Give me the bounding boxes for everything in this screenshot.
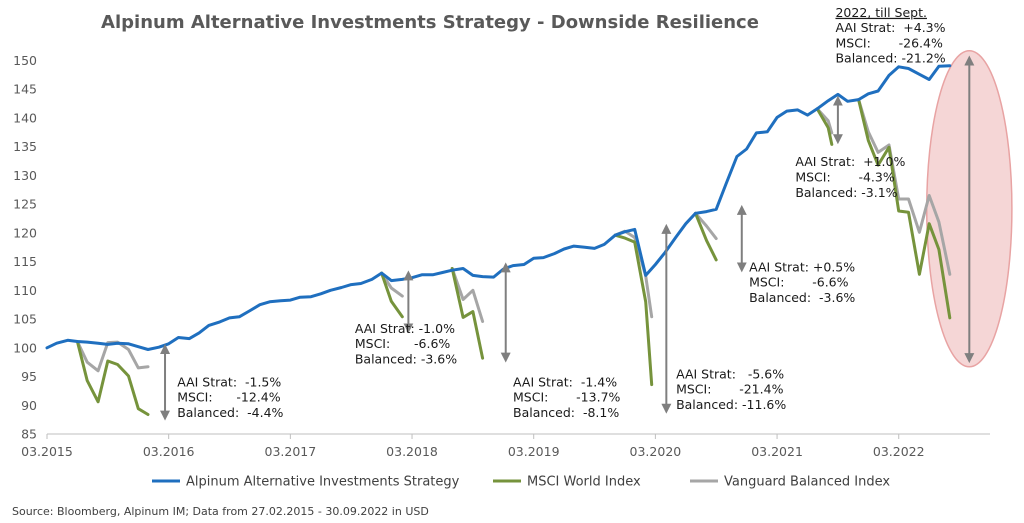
annotation-line: AAI Strat: -1.0% [355, 321, 455, 336]
annotation-7: 2022, till Sept.AAI Strat: +4.3%MSCI: -2… [835, 5, 945, 66]
vanguard-balanced-index-segment-7 [857, 98, 952, 276]
y-tick-label: 105 [13, 312, 37, 327]
source-note: Source: Bloomberg, Alpinum IM; Data from… [12, 505, 429, 518]
chart-title: Alpinum Alternative Investments Strategy… [101, 12, 759, 33]
msci-world-index-segment-5 [694, 211, 718, 262]
annotation-line: AAI Strat: -1.5% [177, 374, 281, 389]
x-tick-label: 03.2019 [508, 444, 560, 459]
annotation-4: AAI Strat: -5.6%MSCI: -21.4%Balanced: -1… [676, 366, 786, 412]
annotation-line: AAI Strat: +1.0% [795, 154, 905, 169]
x-tick-label: 03.2015 [21, 444, 73, 459]
x-tick-label: 03.2017 [265, 444, 317, 459]
annotation-line: MSCI: -12.4% [177, 390, 281, 405]
x-tick-label: 03.2021 [751, 444, 803, 459]
vanguard-balanced-index-segment-5 [694, 211, 718, 241]
msci-world-index-segment-1 [75, 340, 150, 416]
annotation-line: MSCI: -26.4% [835, 35, 943, 50]
annotation-line: Balanced: -3.6% [749, 290, 855, 305]
msci-world-index-segment-7 [857, 98, 952, 320]
y-tick-label: 150 [13, 53, 37, 68]
y-tick-label: 145 [13, 82, 37, 97]
legend-label: Alpinum Alternative Investments Strategy [186, 475, 460, 490]
annotation-line: AAI Strat: -1.4% [513, 374, 617, 389]
annotation-line: Balanced: -8.1% [513, 405, 619, 420]
y-tick-label: 90 [21, 398, 37, 413]
legend-entry-1: Alpinum Alternative Investments Strategy [152, 475, 460, 490]
msci-world-index-segment-4 [613, 233, 654, 387]
annotation-line: MSCI: -21.4% [676, 382, 784, 397]
msci-world-index-segment-2 [380, 271, 404, 319]
annotation-line: MSCI: -4.3% [795, 170, 895, 185]
y-tick-label: 140 [13, 110, 37, 125]
annotation-2: AAI Strat: -1.0%MSCI: -6.6%Balanced: -3.… [355, 321, 457, 367]
annotation-line: AAI Strat: +0.5% [749, 259, 855, 274]
y-tick-label: 95 [21, 369, 37, 384]
annotation-line: Balanced: -21.2% [835, 51, 945, 66]
annotation-line: 2022, till Sept. [835, 5, 927, 20]
y-tick-label: 135 [13, 139, 37, 154]
annotation-line: Balanced: -3.1% [795, 185, 897, 200]
annotation-line: AAI Strat: -5.6% [676, 366, 784, 381]
annotation-3: AAI Strat: -1.4%MSCI: -13.7%Balanced: -8… [513, 374, 621, 420]
annotation-line: MSCI: -13.7% [513, 390, 621, 405]
legend-label: Vanguard Balanced Index [724, 475, 890, 490]
y-tick-label: 120 [13, 225, 37, 240]
y-tick-label: 85 [21, 427, 37, 442]
annotation-6: AAI Strat: +1.0%MSCI: -4.3%Balanced: -3.… [795, 154, 905, 200]
y-tick-label: 110 [13, 283, 37, 298]
annotation-line: Balanced: -4.4% [177, 405, 283, 420]
annotation-line: Balanced: -11.6% [676, 397, 786, 412]
legend-entry-3: Vanguard Balanced Index [690, 475, 890, 490]
y-tick-label: 125 [13, 197, 37, 212]
legend-label: MSCI World Index [527, 475, 641, 490]
x-tick-label: 03.2020 [630, 444, 682, 459]
y-tick-label: 100 [13, 340, 37, 355]
legend-entry-2: MSCI World Index [493, 475, 641, 490]
annotation-5: AAI Strat: +0.5%MSCI: -6.6%Balanced: -3.… [749, 259, 855, 305]
aai-strategy-line [45, 64, 952, 351]
annotation-1: AAI Strat: -1.5%MSCI: -12.4%Balanced: -4… [177, 374, 283, 420]
y-tick-label: 130 [13, 168, 37, 183]
x-tick-label: 03.2022 [873, 444, 925, 459]
annotation-line: AAI Strat: +4.3% [835, 20, 945, 35]
annotation-line: MSCI: -6.6% [355, 336, 451, 351]
msci-world-index-segment-6 [815, 107, 834, 146]
annotation-line: Balanced: -3.6% [355, 351, 457, 366]
annotation-line: MSCI: -6.6% [749, 275, 849, 290]
msci-world-index-segment-3 [450, 267, 485, 360]
x-tick-label: 03.2018 [386, 444, 438, 459]
y-tick-label: 115 [13, 254, 37, 269]
x-tick-label: 03.2016 [143, 444, 195, 459]
vanguard-balanced-index-segment-3 [450, 267, 485, 323]
